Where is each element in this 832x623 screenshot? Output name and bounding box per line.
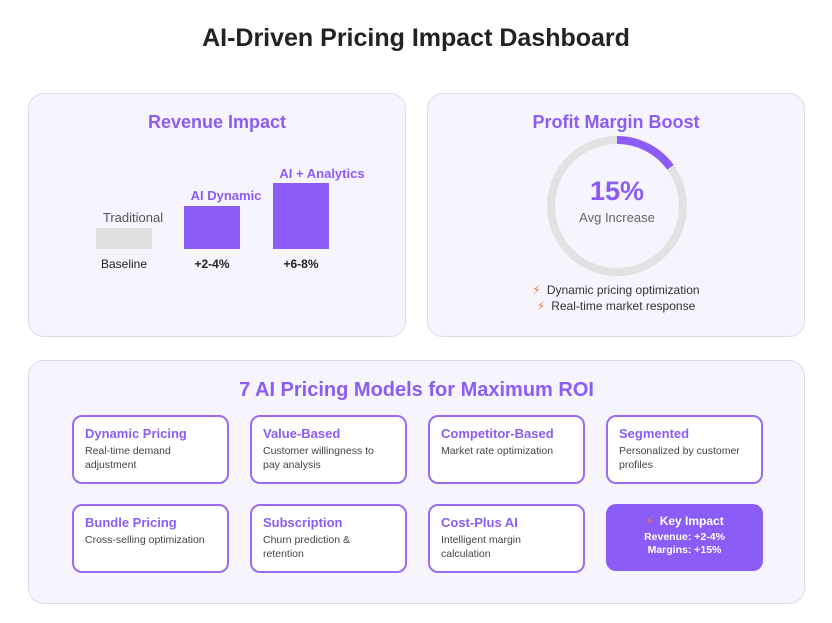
pricing-models-title: 7 AI Pricing Models for Maximum ROI xyxy=(239,379,594,401)
key-impact-margins: Margins: +15% xyxy=(647,544,722,556)
bar-caption-baseline: Baseline xyxy=(100,257,148,271)
pricing-models-card: 7 AI Pricing Models for Maximum ROI Dyna… xyxy=(28,360,805,604)
lightning-icon: ⚡ xyxy=(532,283,541,297)
key-impact-box: ⚡ Key Impact Revenue: +2-4% Margins: +15% xyxy=(606,504,763,571)
model-description: Customer willingness to pay analysis xyxy=(263,445,374,471)
lightning-icon: ⚡ xyxy=(645,514,654,528)
bullet-text: Real-time market response xyxy=(551,299,696,313)
bullet-real-time: ⚡ Real-time market response xyxy=(428,299,804,313)
model-description: Real-time demand adjustment xyxy=(85,445,171,471)
gauge-subtitle: Avg Increase xyxy=(579,210,655,225)
revenue-impact-card: Revenue Impact Traditional Baseline AI D… xyxy=(28,93,406,337)
revenue-impact-title: Revenue Impact xyxy=(147,112,287,132)
bar-caption-ai-analytics: +6-8% xyxy=(283,257,319,271)
bar-ai-dynamic xyxy=(184,206,240,249)
model-cost-plus-ai[interactable]: Cost-Plus AI Intelligent margin calculat… xyxy=(428,504,585,573)
key-impact-revenue: Revenue: +2-4% xyxy=(644,531,725,543)
model-name: Competitor-Based xyxy=(441,426,554,441)
page-title: AI-Driven Pricing Impact Dashboard xyxy=(202,24,630,52)
model-name: Subscription xyxy=(263,515,343,530)
gauge-value: 15% xyxy=(589,176,645,206)
model-name: Bundle Pricing xyxy=(85,515,177,530)
model-description: Intelligent margin calculation xyxy=(441,534,521,560)
key-impact-title: ⚡ Key Impact xyxy=(606,514,763,528)
bar-label-ai-dynamic: AI Dynamic xyxy=(190,188,262,203)
model-description: Personalized by customer profiles xyxy=(619,445,740,471)
bar-traditional xyxy=(96,228,152,249)
profit-margin-card: Profit Margin Boost 15% Avg Increase ⚡ Dy… xyxy=(427,93,805,337)
model-description: Cross-selling optimization xyxy=(85,534,205,546)
profit-margin-title: Profit Margin Boost xyxy=(532,112,700,132)
bar-label-ai-analytics: AI + Analytics xyxy=(279,166,365,181)
model-name: Cost-Plus AI xyxy=(441,515,518,530)
key-impact-label: Key Impact xyxy=(659,514,724,528)
bar-ai-analytics xyxy=(273,183,329,249)
model-description: Churn prediction & retention xyxy=(263,534,350,560)
gauge-fill xyxy=(547,136,687,276)
model-name: Dynamic Pricing xyxy=(85,426,187,441)
bullet-dynamic-pricing: ⚡ Dynamic pricing optimization xyxy=(428,283,804,297)
margin-gauge: 15% Avg Increase xyxy=(545,134,689,278)
model-dynamic-pricing[interactable]: Dynamic Pricing Real-time demand adjustm… xyxy=(72,415,229,484)
model-name: Value-Based xyxy=(263,426,341,441)
model-description: Market rate optimization xyxy=(441,445,554,457)
model-segmented[interactable]: Segmented Personalized by customer profi… xyxy=(606,415,763,484)
model-bundle-pricing[interactable]: Bundle Pricing Cross-selling optimizatio… xyxy=(72,504,229,573)
bar-label-traditional: Traditional xyxy=(102,210,164,225)
bullet-text: Dynamic pricing optimization xyxy=(546,283,700,297)
bar-caption-ai-dynamic: +2-4% xyxy=(194,257,230,271)
model-name: Segmented xyxy=(619,426,690,441)
lightning-icon: ⚡ xyxy=(536,299,546,313)
model-value-based[interactable]: Value-Based Customer willingness to pay … xyxy=(250,415,407,484)
model-competitor-based[interactable]: Competitor-Based Market rate optimizatio… xyxy=(428,415,585,484)
model-subscription[interactable]: Subscription Churn prediction & retentio… xyxy=(250,504,407,573)
